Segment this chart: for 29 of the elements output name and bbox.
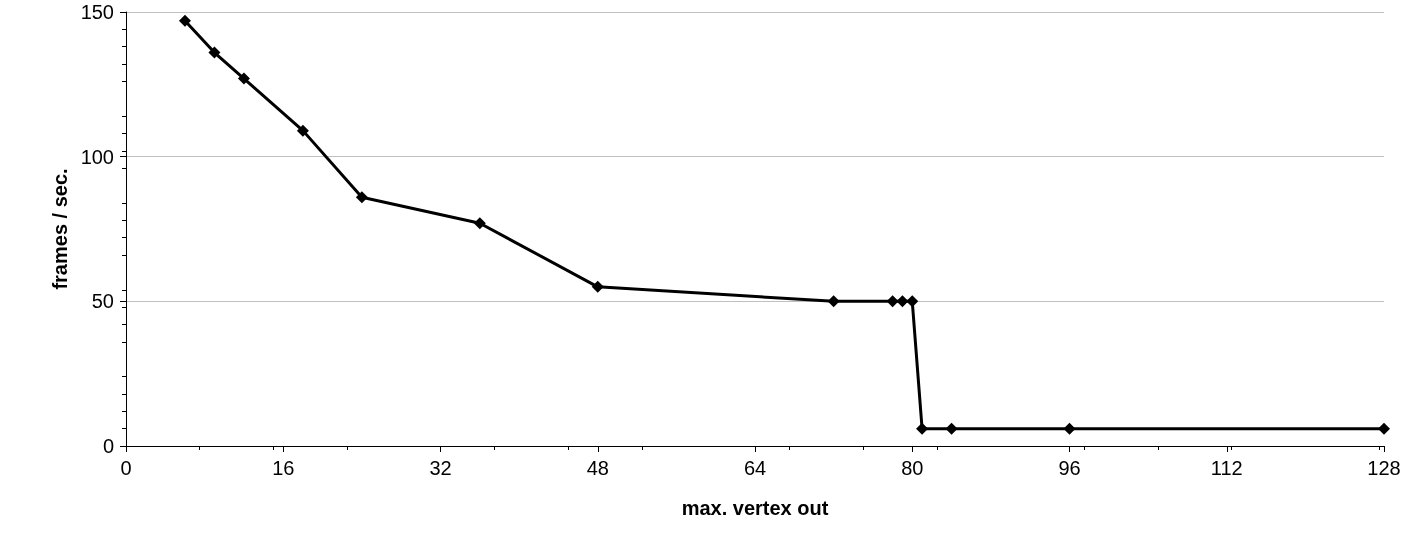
point — [827, 295, 840, 308]
point — [178, 14, 191, 27]
x-tick-label: 16 — [272, 457, 295, 479]
point — [208, 46, 221, 59]
point — [896, 295, 909, 308]
y-tick-label: 150 — [80, 1, 114, 23]
x-tick-label: 0 — [120, 457, 132, 479]
x-tick-label: 32 — [429, 457, 452, 479]
y-axis-title: frames / sec. — [48, 168, 71, 290]
x-tick-label: 64 — [743, 457, 767, 479]
point — [906, 295, 919, 308]
y-tick-label: 100 — [80, 145, 114, 168]
x-tick-label: 48 — [586, 457, 609, 479]
x-tick-label: 96 — [1058, 457, 1081, 479]
x-axis-title: max. vertex out — [681, 497, 829, 519]
point — [886, 295, 899, 308]
point — [237, 72, 250, 85]
x-tick-label: 128 — [1367, 457, 1401, 479]
point — [355, 191, 368, 204]
point — [1063, 422, 1076, 435]
x-tick-label: 80 — [901, 457, 924, 479]
y-tick-label: 50 — [91, 290, 114, 313]
point — [296, 124, 309, 137]
point — [473, 217, 486, 230]
point — [945, 422, 958, 435]
point — [591, 280, 604, 293]
x-tick-label: 112 — [1210, 457, 1243, 479]
y-tick-label: 0 — [102, 435, 114, 457]
point — [1378, 422, 1390, 435]
